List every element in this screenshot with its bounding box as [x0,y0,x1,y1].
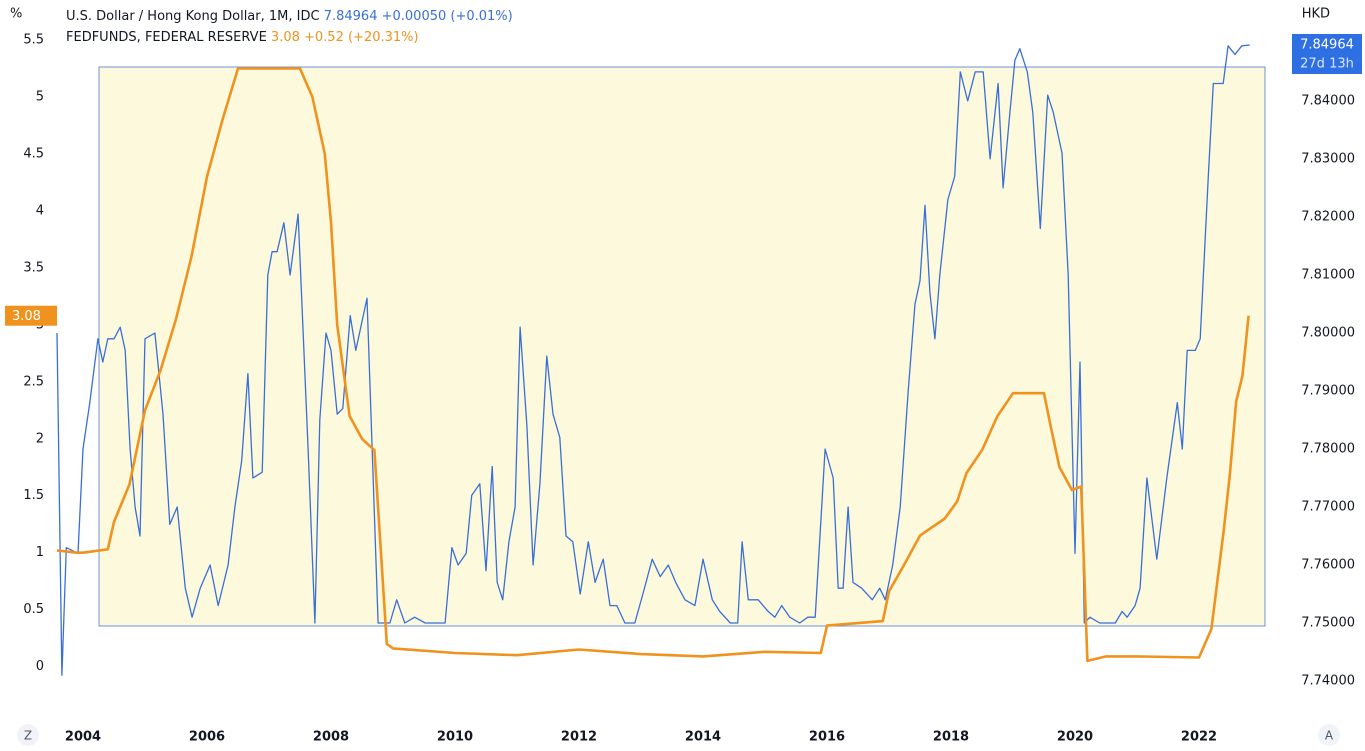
series-line [56,67,1250,663]
button-bg[interactable] [1318,724,1340,746]
y-tick-label: 2.5 [23,374,44,389]
legend-entry: FEDFUNDS, FEDERAL RESERVE 3.08 +0.52 (+2… [66,30,419,45]
y-tick-label: 5 [36,89,44,104]
y-tick-label: 0.5 [23,602,44,617]
y2-tick-label: 7.77000 [1301,500,1355,515]
y2-tick-label: 7.81000 [1301,267,1355,282]
y-tick-label: 4 [36,203,44,218]
y-tick-label: 1 [36,545,44,560]
y-tick-label: 2 [36,431,44,446]
x-tick-label: 2014 [685,730,721,745]
y2-axis-label: HKD [1302,7,1330,22]
y2-tick-label: 7.79000 [1301,383,1355,398]
series-name: FEDFUNDS, FEDERAL RESERVE [66,30,267,45]
y2-tick-label: 7.75000 [1301,616,1355,631]
x-tick-label: 2020 [1057,730,1093,745]
x-tick-label: 2012 [561,730,597,745]
y-tick-label: 5.5 [23,33,44,48]
change: +0.00050 (+0.01%) [382,9,513,24]
y-tick-label: 1.5 [23,488,44,503]
button[interactable]: A [1325,729,1334,743]
price-badge [1292,33,1362,74]
y-axis-label: % [10,7,22,22]
x-tick-label: 2016 [809,730,845,745]
countdown: 27d 13h [1300,56,1354,71]
y2-tick-label: 7.83000 [1301,151,1355,166]
x-tick-label: 2004 [65,730,101,745]
y2-tick-label: 7.76000 [1301,558,1355,573]
y2-tick-label: 7.74000 [1301,674,1355,689]
y2-tick-label: 7.80000 [1301,325,1355,340]
price-badge-value: 7.84964 [1300,37,1354,52]
change: +0.52 (+20.31%) [304,30,419,45]
last-value: 3.08 [271,30,300,45]
y-tick-label: 0 [36,659,44,674]
button[interactable]: Z [24,729,32,743]
x-tick-label: 2008 [313,730,349,745]
legend: U.S. Dollar / Hong Kong Dollar, 1M, IDC … [66,9,513,45]
button-bg[interactable] [17,724,39,746]
y-tick-label: 4.5 [23,146,44,161]
y2-tick-label: 7.82000 [1301,209,1355,224]
y2-tick-label: 7.78000 [1301,441,1355,456]
last-value: 7.84964 [324,9,378,24]
price-badge-value: 3.08 [12,309,41,324]
price-badge [5,305,57,326]
series-name: U.S. Dollar / Hong Kong Dollar, 1M, IDC [66,9,320,24]
x-tick-label: 2018 [933,730,969,745]
y2-tick-label: 7.84000 [1301,93,1355,108]
y-tick-label: 3.5 [23,260,44,275]
highlight-range [98,66,1266,627]
series-line [56,44,1250,676]
legend-entry: U.S. Dollar / Hong Kong Dollar, 1M, IDC … [66,9,513,24]
x-tick-label: 2006 [189,730,225,745]
x-tick-label: 2010 [437,730,473,745]
x-tick-label: 2022 [1181,730,1217,745]
